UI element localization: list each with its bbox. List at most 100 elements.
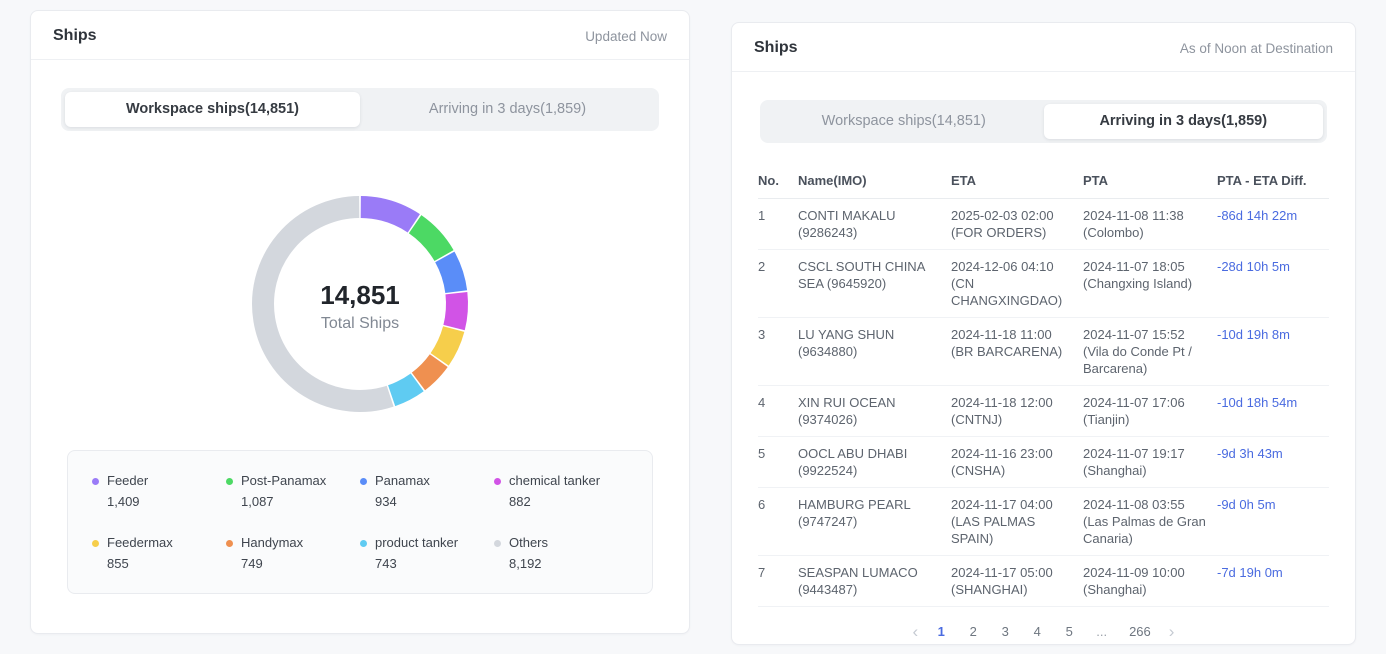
- legend-dot: [494, 539, 501, 547]
- table-row[interactable]: 7 SEASPAN LUMACO (9443487) 2024-11-17 05…: [758, 556, 1329, 607]
- legend-label: Feeder: [107, 473, 149, 488]
- ships-table-card: Ships As of Noon at Destination Workspac…: [731, 22, 1356, 645]
- legend-item-panamax[interactable]: Panamax 934: [360, 473, 494, 509]
- cell-pta-eta-diff[interactable]: -10d 18h 54m: [1217, 395, 1298, 410]
- legend-item-chemical-tanker[interactable]: chemical tanker 882: [494, 473, 628, 509]
- legend-value: 1,409: [107, 494, 140, 509]
- legend-item-product-tanker[interactable]: product tanker 743: [360, 535, 494, 571]
- legend-dot: [92, 539, 99, 547]
- cell-no: 1: [758, 208, 766, 223]
- legend-label: Feedermax: [107, 535, 173, 550]
- cell-name-imo: LU YANG SHUN (9634880): [798, 327, 895, 359]
- table-header: No. Name(IMO) ETA PTA PTA - ETA Diff.: [758, 173, 1329, 199]
- legend-value: 934: [375, 494, 397, 509]
- tab-arriving-3-days[interactable]: Arriving in 3 days(1,859): [360, 92, 655, 127]
- cell-no: 6: [758, 497, 766, 512]
- table-row[interactable]: 3 LU YANG SHUN (9634880) 2024-11-18 11:0…: [758, 318, 1329, 386]
- table-row[interactable]: 4 XIN RUI OCEAN (9374026) 2024-11-18 12:…: [758, 386, 1329, 437]
- legend-dot: [226, 539, 233, 547]
- tab-bar: Workspace ships(14,851) Arriving in 3 da…: [760, 100, 1327, 143]
- cell-no: 3: [758, 327, 766, 342]
- cell-name-imo: HAMBURG PEARL (9747247): [798, 497, 911, 529]
- cell-name-imo: CSCL SOUTH CHINA SEA (9645920): [798, 259, 925, 291]
- legend-item-others[interactable]: Others 8,192: [494, 535, 628, 571]
- page-3[interactable]: 3: [1001, 624, 1009, 639]
- cell-eta: 2024-11-18 12:00 (CNTNJ): [951, 395, 1053, 427]
- tab-workspace-ships[interactable]: Workspace ships(14,851): [764, 104, 1044, 139]
- tab-label: Arriving in 3 days(1,859): [428, 101, 587, 117]
- chevron-right-icon[interactable]: ›: [1168, 622, 1175, 641]
- donut-segment-others: [252, 196, 394, 412]
- cell-pta-eta-diff[interactable]: -9d 0h 5m: [1217, 497, 1276, 512]
- card-title: Ships: [754, 39, 798, 56]
- legend-label: Panamax: [375, 473, 430, 488]
- cell-name-imo: XIN RUI OCEAN (9374026): [798, 395, 896, 427]
- cell-name-imo: SEASPAN LUMACO (9443487): [798, 565, 918, 597]
- donut-segment-chemical-tanker: [443, 291, 468, 331]
- cell-pta-eta-diff[interactable]: -10d 19h 8m: [1217, 327, 1290, 342]
- page-2[interactable]: 2: [969, 624, 977, 639]
- cell-no: 2: [758, 259, 766, 274]
- pagination: ‹ 1 2 3 4 5... 266 ›: [732, 623, 1355, 640]
- cell-pta: 2024-11-08 03:55 (Las Palmas de Gran Can…: [1083, 497, 1206, 546]
- cell-no: 7: [758, 565, 766, 580]
- page-266[interactable]: 266: [1129, 624, 1151, 639]
- tab-label: Arriving in 3 days(1,859): [1099, 113, 1268, 129]
- table-row[interactable]: 2 CSCL SOUTH CHINA SEA (9645920) 2024-12…: [758, 250, 1329, 318]
- card-header: Ships Updated Now: [31, 11, 689, 60]
- card-header: Ships As of Noon at Destination: [732, 23, 1355, 72]
- cell-eta: 2024-11-17 05:00 (SHANGHAI): [951, 565, 1053, 597]
- cell-pta-eta-diff[interactable]: -28d 10h 5m: [1217, 259, 1290, 274]
- page-numbers: 1 2 3 4 5... 266: [936, 624, 1151, 639]
- chart-legend: Feeder 1,409 Post-Panamax 1,087 Panamax …: [67, 450, 653, 594]
- cell-eta: 2024-11-16 23:00 (CNSHA): [951, 446, 1053, 478]
- page-1[interactable]: 1: [937, 624, 945, 639]
- cell-pta: 2024-11-08 11:38 (Colombo): [1083, 208, 1184, 240]
- tab-bar: Workspace ships(14,851) Arriving in 3 da…: [61, 88, 659, 131]
- card-title: Ships: [53, 27, 97, 44]
- pagination-ellipsis: ...: [1096, 624, 1108, 639]
- cell-name-imo: CONTI MAKALU (9286243): [798, 208, 896, 240]
- cell-eta: 2024-11-17 04:00 (LAS PALMAS SPAIN): [951, 497, 1053, 546]
- column-header-no: No.: [758, 173, 779, 188]
- cell-eta: 2025-02-03 02:00 (FOR ORDERS): [951, 208, 1054, 240]
- updated-status: Updated Now: [585, 28, 667, 44]
- chevron-left-icon[interactable]: ‹: [912, 622, 919, 641]
- cell-pta-eta-diff[interactable]: -86d 14h 22m: [1217, 208, 1298, 223]
- legend-item-feeder[interactable]: Feeder 1,409: [92, 473, 226, 509]
- cell-pta: 2024-11-07 18:05 (Changxing Island): [1083, 259, 1193, 291]
- legend-dot: [92, 477, 99, 485]
- tab-arriving-3-days[interactable]: Arriving in 3 days(1,859): [1043, 104, 1323, 139]
- noon-status: As of Noon at Destination: [1179, 40, 1333, 56]
- legend-item-feedermax[interactable]: Feedermax 855: [92, 535, 226, 571]
- cell-pta: 2024-11-07 15:52 (Vila do Conde Pt / Bar…: [1083, 327, 1192, 376]
- legend-value: 882: [509, 494, 531, 509]
- cell-name-imo: OOCL ABU DHABI (9922524): [798, 446, 908, 478]
- legend-label: Handymax: [241, 535, 304, 550]
- legend-dot: [494, 477, 501, 485]
- column-header-pta: PTA: [1083, 173, 1109, 188]
- donut-segment-product-tanker: [387, 373, 424, 407]
- cell-eta: 2024-11-18 11:00 (BR BARCARENA): [951, 327, 1063, 359]
- column-header-eta: ETA: [951, 173, 977, 188]
- page-5[interactable]: 5: [1065, 624, 1073, 639]
- cell-no: 5: [758, 446, 766, 461]
- cell-pta: 2024-11-07 17:06 (Tianjin): [1083, 395, 1185, 427]
- table-row[interactable]: 1 CONTI MAKALU (9286243) 2025-02-03 02:0…: [758, 199, 1329, 250]
- column-header-name-imo: Name(IMO): [798, 173, 867, 188]
- donut-segment-post-panamax: [408, 215, 454, 262]
- table-row[interactable]: 5 OOCL ABU DHABI (9922524) 2024-11-16 23…: [758, 437, 1329, 488]
- cell-no: 4: [758, 395, 766, 410]
- page-4[interactable]: 4: [1033, 624, 1041, 639]
- table-row[interactable]: 6 HAMBURG PEARL (9747247) 2024-11-17 04:…: [758, 488, 1329, 556]
- legend-item-handymax[interactable]: Handymax 749: [226, 535, 360, 571]
- column-header-pta-eta-diff: PTA - ETA Diff.: [1217, 173, 1307, 188]
- cell-pta-eta-diff[interactable]: -7d 19h 0m: [1217, 565, 1283, 580]
- cell-pta-eta-diff[interactable]: -9d 3h 43m: [1217, 446, 1283, 461]
- cell-pta: 2024-11-09 10:00 (Shanghai): [1083, 565, 1185, 597]
- legend-dot: [360, 539, 367, 547]
- tab-workspace-ships[interactable]: Workspace ships(14,851): [65, 92, 360, 127]
- legend-label: product tanker: [375, 535, 459, 550]
- legend-item-post-panamax[interactable]: Post-Panamax 1,087: [226, 473, 360, 509]
- ships-table: No. Name(IMO) ETA PTA PTA - ETA Diff. 1 CONT…: [758, 173, 1329, 607]
